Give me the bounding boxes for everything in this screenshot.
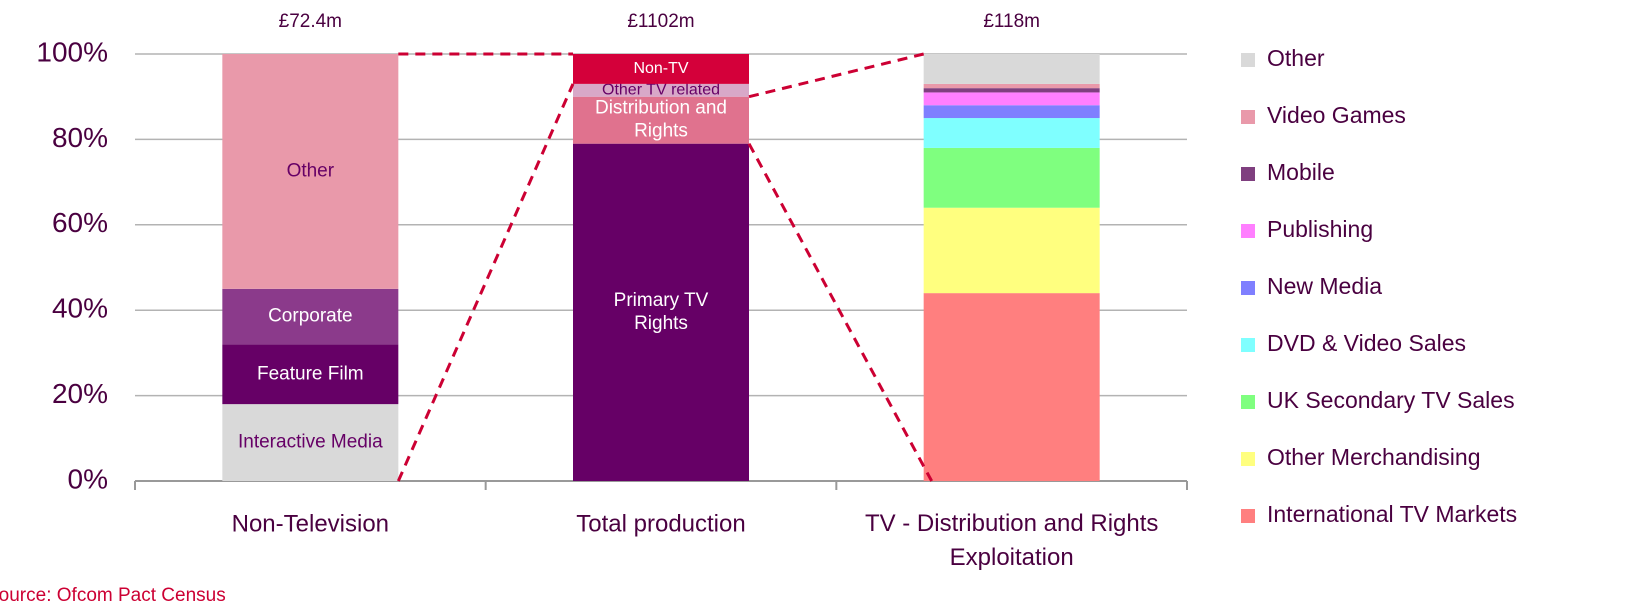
legend-label: UK Secondary TV Sales bbox=[1267, 387, 1515, 413]
bar-segment bbox=[923, 207, 1100, 294]
bar-total: £1102m bbox=[627, 11, 694, 32]
y-tick-label: 100% bbox=[36, 36, 108, 67]
bar-segment bbox=[573, 96, 749, 144]
bar-segment bbox=[222, 404, 399, 481]
legend-swatch bbox=[1241, 338, 1255, 352]
source-note: Source: Ofcom Pact Census bbox=[0, 585, 226, 604]
segment-label: Primary TV Rights bbox=[614, 290, 709, 334]
y-tick-label: 40% bbox=[52, 293, 108, 324]
segment-label: Other TV related bbox=[602, 82, 720, 99]
legend-label: Publishing bbox=[1267, 216, 1373, 242]
connector bbox=[396, 83, 575, 482]
bar-total: £118m bbox=[983, 11, 1040, 32]
legend-swatch bbox=[1241, 53, 1255, 67]
segment-label: Non-TV bbox=[633, 60, 688, 77]
segment-label: Feature Film bbox=[257, 363, 364, 384]
bar-segment bbox=[923, 88, 1100, 93]
legend-swatch bbox=[1241, 395, 1255, 409]
segment-label: Distribution and Rights bbox=[595, 98, 727, 142]
bar-segment bbox=[923, 105, 1100, 119]
bar-segment bbox=[923, 54, 1100, 84]
bar-segment bbox=[573, 54, 749, 84]
legend-swatch bbox=[1241, 452, 1255, 466]
legend-label: DVD & Video Sales bbox=[1267, 330, 1466, 356]
segment-label: Other bbox=[287, 160, 335, 181]
connector bbox=[747, 142, 933, 482]
bar-total: £72.4m bbox=[279, 11, 342, 32]
legend-swatch bbox=[1241, 509, 1255, 523]
segment-label: Interactive Media bbox=[238, 432, 383, 453]
segment-label: Corporate bbox=[268, 306, 353, 327]
legend-label: Other bbox=[1267, 45, 1325, 71]
bar-segment bbox=[923, 92, 1100, 106]
y-tick-label: 0% bbox=[68, 463, 108, 494]
x-tick-label: TV - Distribution and Rights Exploitation bbox=[865, 510, 1158, 571]
y-tick-label: 80% bbox=[52, 122, 108, 153]
bar-segment bbox=[573, 83, 749, 97]
bar-segment bbox=[923, 293, 1100, 481]
bar-segment bbox=[222, 54, 399, 289]
x-tick-label: Non-Television bbox=[232, 510, 389, 537]
bar-segment bbox=[923, 147, 1100, 208]
legend-swatch bbox=[1241, 167, 1255, 181]
legend-label: Mobile bbox=[1267, 159, 1335, 185]
bar-segment bbox=[923, 83, 1100, 89]
legend-swatch bbox=[1241, 224, 1255, 238]
connector bbox=[748, 52, 925, 99]
legend-swatch bbox=[1241, 110, 1255, 124]
bar-segment bbox=[222, 344, 399, 405]
legend-label: Other Merchandising bbox=[1267, 444, 1481, 470]
legend-swatch bbox=[1241, 281, 1255, 295]
legend-label: International TV Markets bbox=[1267, 501, 1517, 527]
y-tick-label: 60% bbox=[52, 207, 108, 238]
x-tick-label: Total production bbox=[576, 510, 745, 537]
y-tick-label: 20% bbox=[52, 378, 108, 409]
bar-segment bbox=[222, 288, 399, 345]
legend-label: Video Games bbox=[1267, 102, 1406, 128]
bar-segment bbox=[923, 118, 1100, 148]
bar-segment bbox=[573, 143, 749, 482]
legend-label: New Media bbox=[1267, 273, 1382, 299]
